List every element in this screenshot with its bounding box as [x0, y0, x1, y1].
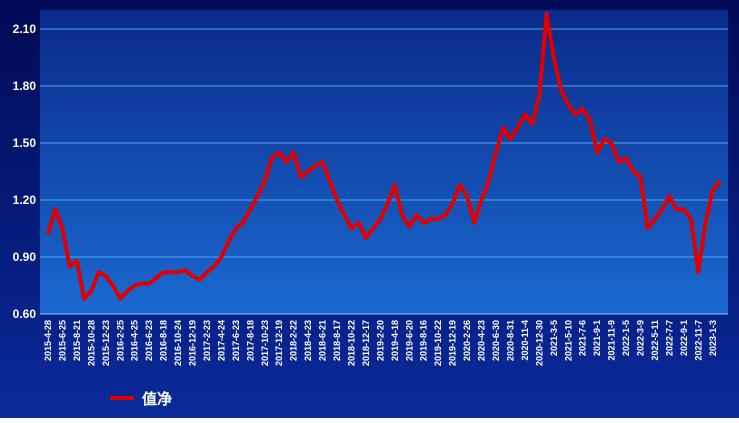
- x-tick-label: 2018-10-22: [346, 320, 356, 366]
- x-tick-label: 2019-4-18: [390, 320, 400, 361]
- x-tick-label: 2017-6-23: [231, 320, 241, 361]
- x-tick-label: 2017-4-24: [216, 320, 226, 361]
- plot-area: [40, 10, 728, 314]
- x-tick-label: 2022-11-7: [693, 320, 703, 361]
- x-tick-label: 2017-2-23: [202, 320, 212, 361]
- x-tick-label: 2018-4-23: [303, 320, 313, 361]
- x-tick-label: 2020-6-30: [491, 320, 501, 361]
- x-tick-label: 2015-10-28: [86, 320, 96, 366]
- x-tick-label: 2016-8-18: [159, 320, 169, 361]
- x-tick-label: 2016-10-24: [173, 320, 183, 366]
- x-tick-label: 2021-11-9: [607, 320, 617, 361]
- x-tick-label: 2016-4-25: [130, 320, 140, 361]
- x-tick-label: 2022-3-9: [636, 320, 646, 356]
- x-tick-label: 2018-2-22: [289, 320, 299, 361]
- y-tick-label: 0.90: [13, 250, 37, 264]
- x-tick-label: 2020-8-31: [505, 320, 515, 361]
- x-tick-label: 2019-12-19: [448, 320, 458, 366]
- x-tick-label: 2015-4-28: [43, 320, 53, 361]
- y-tick-label: 1.80: [13, 79, 37, 93]
- x-tick-label: 2019-6-20: [404, 320, 414, 361]
- x-tick-label: 2022-1-5: [621, 320, 631, 356]
- x-tick-label: 2017-10-23: [260, 320, 270, 366]
- x-tick-label: 2020-11-4: [520, 320, 530, 361]
- x-tick-label: 2022-9-1: [679, 320, 689, 356]
- x-tick-label: 2019-8-16: [419, 320, 429, 361]
- x-tick-label: 2020-2-26: [462, 320, 472, 361]
- x-tick-label: 2021-7-6: [578, 320, 588, 356]
- x-tick-label: 2018-12-17: [361, 320, 371, 366]
- x-tick-label: 2015-8-21: [72, 320, 82, 361]
- y-tick-label: 0.60: [13, 307, 37, 321]
- x-tick-label: 2016-12-19: [188, 320, 198, 366]
- x-tick-label: 2022-7-7: [664, 320, 674, 356]
- x-tick-label: 2019-2-20: [375, 320, 385, 361]
- x-tick-label: 2019-10-22: [433, 320, 443, 366]
- x-tick-label: 2015-6-25: [57, 320, 67, 361]
- x-tick-label: 2018-6-21: [318, 320, 328, 361]
- x-tick-label: 2018-8-17: [332, 320, 342, 361]
- x-tick-label: 2016-2-25: [115, 320, 125, 361]
- x-tick-label: 2015-12-23: [101, 320, 111, 366]
- x-tick-label: 2020-12-30: [534, 320, 544, 366]
- x-tick-label: 2020-4-23: [477, 320, 487, 361]
- x-tick-label: 2021-5-10: [563, 320, 573, 361]
- x-tick-label: 2022-5-11: [650, 320, 660, 361]
- y-tick-label: 1.20: [13, 193, 37, 207]
- x-tick-label: 2023-1-3: [708, 320, 718, 356]
- x-tick-label: 2016-6-23: [144, 320, 154, 361]
- x-tick-label: 2017-12-19: [274, 320, 284, 366]
- legend-label: 值净: [142, 390, 172, 408]
- x-tick-label: 2021-3-5: [549, 320, 559, 356]
- y-tick-label: 2.10: [13, 22, 37, 36]
- x-tick-label: 2017-8-18: [245, 320, 255, 361]
- y-tick-label: 1.50: [13, 136, 37, 150]
- series-line: [46, 11, 722, 301]
- x-tick-label: 2021-9-1: [592, 320, 602, 356]
